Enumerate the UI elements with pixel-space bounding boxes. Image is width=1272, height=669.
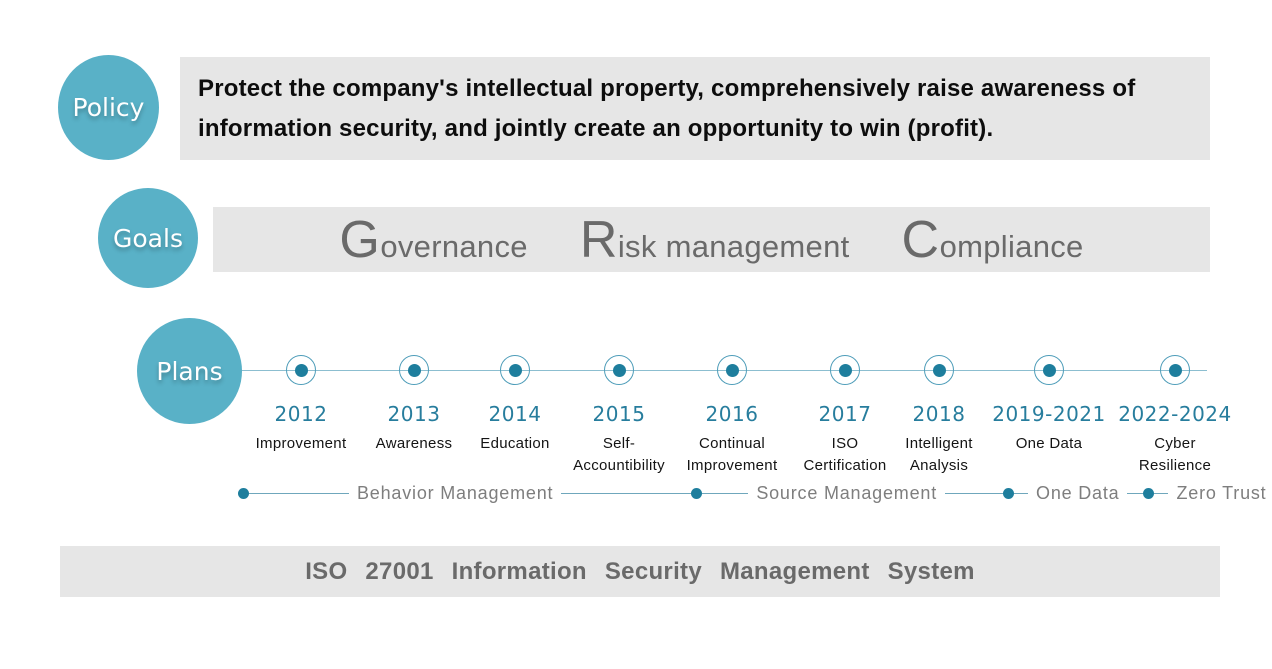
- milestone-node-icon: [500, 355, 530, 385]
- milestone-label: Cyber Resilience: [1138, 435, 1212, 474]
- goal-risk-management-initial: R: [579, 210, 618, 269]
- milestone-2017: 2017 ISO Certification: [770, 355, 920, 477]
- iso-footer-title: ISO 27001 Information Security Managemen…: [305, 557, 975, 585]
- goal-compliance-rest: ompliance: [939, 228, 1084, 264]
- phase-connector: [561, 492, 692, 494]
- goal-risk-management-rest: isk management: [617, 228, 850, 264]
- milestone-2018: 2018 Intelligent Analysis: [864, 355, 1014, 477]
- goals-bubble-label: Goals: [113, 223, 183, 253]
- milestone-dot-icon: [725, 363, 739, 377]
- phase-dot-icon: [691, 487, 703, 499]
- milestone-node-icon: [1160, 355, 1190, 385]
- policy-bubble-label: Policy: [72, 93, 145, 122]
- milestone-year: 2022-2024: [1118, 402, 1232, 426]
- phase-dot-icon: [1003, 487, 1015, 499]
- milestone-2015: 2015 Self- Accountibility: [544, 355, 694, 477]
- goal-compliance: Compliance: [902, 210, 1084, 270]
- milestone-node-icon: [399, 355, 429, 385]
- iso-footer-bar: ISO 27001 Information Security Managemen…: [60, 546, 1220, 597]
- phase-source-management: Source Management: [756, 482, 938, 503]
- milestone-year: 2014: [488, 402, 542, 426]
- phase-behavior-management: Behavior Management: [357, 482, 554, 503]
- phase-connector: [702, 492, 749, 494]
- policy-statement: Protect the company's intellectual prope…: [198, 69, 1135, 149]
- phase-dot-icon: [1143, 487, 1155, 499]
- phase-zero-trust: Zero Trust: [1176, 482, 1267, 503]
- policy-statement-panel: Protect the company's intellectual prope…: [180, 57, 1210, 160]
- milestone-node-icon: [717, 355, 747, 385]
- milestone-dot-icon: [294, 363, 308, 377]
- milestone-node-icon: [604, 355, 634, 385]
- milestone-node-icon: [830, 355, 860, 385]
- goal-governance: Governance: [339, 210, 527, 270]
- policy-statement-line1: Protect the company's intellectual prope…: [198, 74, 1136, 102]
- milestone-2014: 2014 Education: [440, 355, 590, 455]
- milestone-year: 2015: [592, 402, 646, 426]
- milestone-node-icon: [286, 355, 316, 385]
- milestone-dot-icon: [508, 363, 522, 377]
- phase-connector: [1014, 492, 1029, 494]
- milestone-year: 2019-2021: [992, 402, 1106, 426]
- policy-statement-line2: information security, and jointly create…: [198, 114, 994, 142]
- milestone-node-icon: [924, 355, 954, 385]
- milestone-dot-icon: [932, 363, 946, 377]
- phase-one-data: One Data: [1036, 482, 1120, 503]
- milestone-2012: 2012 Improvement: [226, 355, 376, 455]
- phase-connector: [1127, 492, 1144, 494]
- milestone-2022-2024: 2022-2024 Cyber Resilience: [1100, 355, 1250, 477]
- milestone-2019-2021: 2019-2021 One Data: [974, 355, 1124, 455]
- goal-governance-rest: overnance: [380, 228, 528, 264]
- phase-strip: Behavior Management Source Management On…: [238, 483, 1272, 503]
- milestone-label: ISO Certification: [803, 435, 887, 474]
- milestone-label: Education: [480, 435, 550, 452]
- milestone-dot-icon: [612, 363, 626, 377]
- milestone-2013: 2013 Awareness: [339, 355, 489, 455]
- milestone-dot-icon: [1168, 363, 1182, 377]
- milestone-year: 2017: [818, 402, 872, 426]
- milestone-label: Continual Improvement: [686, 435, 778, 474]
- goal-compliance-initial: C: [901, 210, 940, 269]
- goals-panel: Governance Risk management Compliance: [213, 207, 1210, 272]
- plans-bubble: Plans: [137, 318, 242, 424]
- milestone-node-icon: [1034, 355, 1064, 385]
- phase-connector: [249, 492, 349, 494]
- milestone-dot-icon: [407, 363, 421, 377]
- milestone-dot-icon: [838, 363, 852, 377]
- goals-bubble: Goals: [98, 188, 198, 288]
- milestone-year: 2012: [274, 402, 328, 426]
- milestone-label: Self- Accountibility: [573, 435, 665, 474]
- phase-connector: [1154, 492, 1169, 494]
- milestone-label: Awareness: [375, 435, 453, 452]
- milestone-year: 2016: [705, 402, 759, 426]
- milestone-2016: 2016 Continual Improvement: [657, 355, 807, 477]
- goal-risk-management: Risk management: [580, 210, 850, 270]
- milestone-label: One Data: [1015, 435, 1083, 452]
- policy-bubble: Policy: [58, 55, 159, 160]
- milestone-label: Improvement: [255, 435, 347, 452]
- goal-governance-initial: G: [339, 210, 381, 269]
- milestone-year: 2018: [912, 402, 966, 426]
- milestone-year: 2013: [387, 402, 441, 426]
- phase-dot-icon: [238, 487, 249, 499]
- plans-bubble-label: Plans: [156, 356, 223, 386]
- milestone-label: Intelligent Analysis: [905, 435, 973, 474]
- milestone-dot-icon: [1042, 363, 1056, 377]
- phase-connector: [945, 492, 1004, 494]
